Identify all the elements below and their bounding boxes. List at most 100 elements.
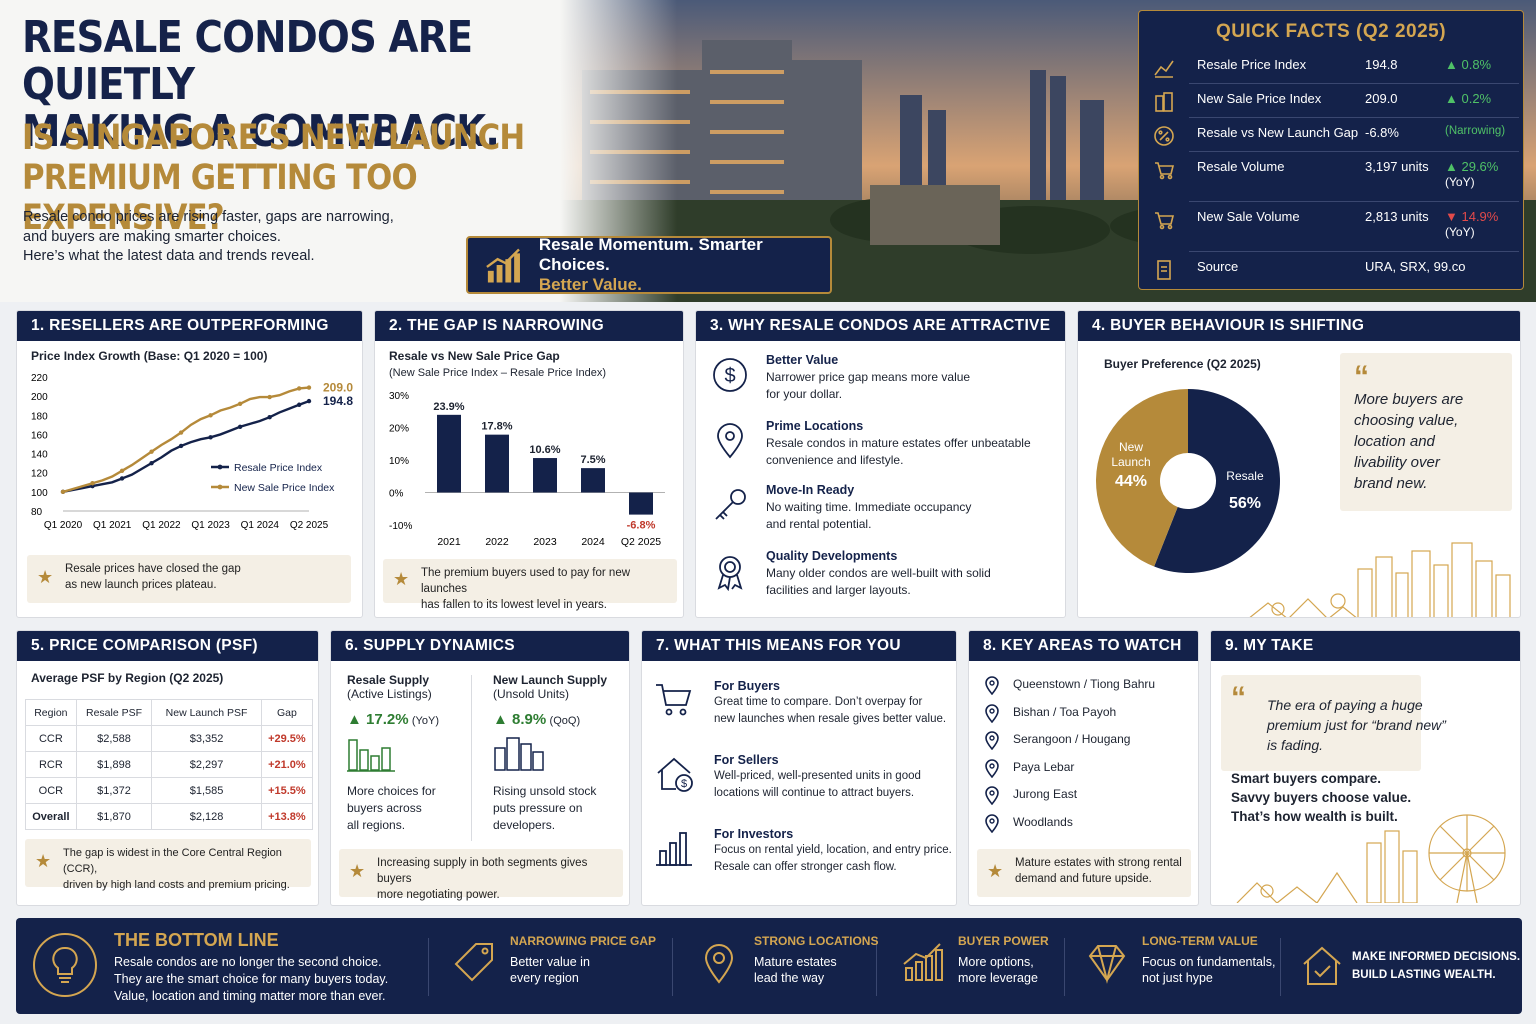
value-point-line: not just hype — [1142, 971, 1213, 985]
lightbulb-icon — [33, 933, 97, 997]
supply-unit: (YoY) — [411, 715, 439, 727]
data-point — [296, 386, 302, 391]
main-title: RESALE CONDOS ARE QUIETLY MAKING A COMEBA… — [22, 14, 585, 155]
intro-line: Here’s what the latest data and trends r… — [23, 248, 315, 264]
table-cell: +21.0% — [260, 751, 314, 778]
supply-text: buyers across — [347, 801, 422, 815]
advice-heading: For Investors — [714, 827, 794, 841]
bar-value-label: 23.9% — [433, 401, 464, 413]
diamond-icon — [1084, 940, 1130, 991]
table-header: New Launch PSF — [151, 699, 262, 726]
quick-fact-change: (Narrowing) — [1445, 125, 1506, 137]
panel-buyer-behaviour: 4. BUYER BEHAVIOUR IS SHIFTING Buyer Pre… — [1077, 310, 1521, 618]
slice-new-launch — [1096, 389, 1188, 567]
panel-title: 1. RESELLERS ARE OUTPERFORMING — [17, 311, 362, 341]
skyline-illustration — [1249, 542, 1511, 617]
title-line-2: MAKING A COMEBACK. — [22, 106, 500, 157]
data-point — [119, 468, 125, 473]
table-row: CCR $2,588 $3,352 +29.5% — [25, 725, 314, 752]
panel-title: 6. SUPPLY DYNAMICS — [331, 631, 629, 661]
slice-label: Launch — [1111, 455, 1150, 469]
data-point — [237, 401, 243, 406]
bar-value-label: 7.5% — [580, 454, 605, 466]
slice-resale — [1154, 389, 1280, 573]
y-tick-label: 0% — [389, 489, 404, 500]
location-pin-icon — [696, 940, 742, 991]
y-tick-label: -10% — [389, 521, 412, 532]
data-point — [178, 443, 184, 449]
data-point — [178, 430, 184, 435]
note-line: Increasing supply in both segments gives… — [377, 857, 588, 885]
bar-value-label: -6.8% — [627, 520, 656, 532]
y-tick-label: 20% — [389, 424, 409, 435]
table-cell: $2,128 — [151, 803, 262, 830]
intro-line: Resale condo prices are rising faster, g… — [23, 209, 394, 225]
insight-note: ★ Increasing supply in both segments give… — [339, 849, 623, 901]
award-ribbon-icon — [710, 551, 750, 596]
badge-line-2: Better Value. — [538, 275, 642, 294]
insight-note: ★ Mature estates with strong rental demand… — [977, 849, 1191, 897]
note-line: demand and future upside. — [1015, 873, 1152, 885]
table-cell: $3,352 — [151, 725, 262, 752]
percent-icon — [1153, 125, 1185, 150]
quick-fact-change: ▼ 14.9% — [1445, 209, 1499, 224]
slice-label: Resale — [1226, 469, 1264, 483]
bottom-line-sentence: Value, location and timing matter more t… — [114, 989, 386, 1003]
quick-facts-title: QUICK FACTS (Q2 2025) — [1215, 21, 1447, 42]
quick-fact-sub: (YoY) — [1445, 175, 1475, 189]
note-line: driven by high land costs and premium pr… — [63, 879, 290, 891]
series-line-resale — [62, 399, 310, 494]
value-point-line: More options, — [958, 955, 1034, 969]
reason-text: convenience and lifestyle. — [766, 453, 904, 467]
area-name: Serangoon / Hougang — [1013, 732, 1131, 747]
table-row: Overall $1,870 $2,128 +13.8% — [25, 803, 314, 830]
star-icon: ★ — [393, 569, 410, 589]
slice-value: 44% — [1115, 473, 1147, 490]
reason-heading: Move-In Ready — [766, 483, 855, 497]
panel-title: 2. THE GAP IS NARROWING — [375, 311, 683, 341]
x-tick-label: 2024 — [581, 536, 605, 548]
quick-fact-label: Resale Price Index — [1197, 57, 1307, 72]
table-row: RCR $1,898 $2,297 +21.0% — [25, 751, 314, 778]
bar-Q2-2025 — [629, 492, 653, 515]
key-icon — [710, 485, 750, 530]
panel-title: 9. MY TAKE — [1211, 631, 1520, 661]
data-point — [306, 385, 312, 390]
reason-text: No waiting time. Immediate occupancy — [766, 500, 972, 514]
hero-section: RESALE CONDOS ARE QUIETLY MAKING A COMEBA… — [0, 0, 1536, 302]
divider — [1189, 151, 1519, 152]
quote-line: The era of paying a huge — [1267, 697, 1423, 713]
reason-heading: Prime Locations — [766, 419, 864, 433]
table-cell: $2,297 — [151, 751, 262, 778]
data-point — [119, 476, 125, 481]
title-line-1: RESALE CONDOS ARE QUIETLY — [22, 12, 473, 110]
x-tick-label: Q1 2020 — [44, 520, 83, 531]
legend-label: Resale Price Index — [234, 462, 323, 474]
y-tick-label: 120 — [31, 469, 48, 480]
data-point — [149, 460, 154, 466]
table-cell: $2,588 — [75, 725, 153, 752]
value-point-text: Better value in every region — [510, 954, 656, 986]
chart-title: Buyer Preference (Q2 2025) — [1104, 357, 1261, 371]
supply-heading: Resale Supply — [347, 673, 430, 687]
panel-title: 7. WHAT THIS MEANS FOR YOU — [642, 631, 956, 661]
panel-title: 5. PRICE COMPARISON (PSF) — [17, 631, 318, 661]
advice-text: new launches when resale gives better va… — [714, 713, 947, 725]
bar-2024 — [581, 468, 605, 493]
panel-what-this-means: 7. WHAT THIS MEANS FOR YOU For Buyers Gre… — [641, 630, 957, 906]
panel-supply-dynamics: 6. SUPPLY DYNAMICS Resale Supply (Active… — [330, 630, 630, 906]
value-point-line: Mature estates — [754, 955, 837, 969]
new-launch-supply: New Launch Supply (Unsold Units) ▲ 8.9% … — [493, 673, 625, 834]
x-tick-label: 2023 — [533, 536, 557, 548]
advice-heading: For Buyers — [714, 679, 780, 693]
insight-note: ★ The gap is widest in the Core Central R… — [25, 839, 311, 891]
supply-heading: New Launch Supply — [493, 673, 608, 687]
advice-text: Resale can offer stronger cash flow. — [714, 861, 897, 873]
subtitle-line-1: IS SINGAPORE’S NEW LAUNCH — [22, 118, 525, 158]
value-point: NARROWING PRICE GAP Better value in every … — [510, 934, 656, 986]
value-point-text: Mature estates lead the way — [754, 954, 878, 986]
data-point — [267, 415, 272, 420]
house-dollar-icon: $ — [654, 753, 696, 800]
quick-fact-row: Resale Volume 3,197 units ▲ 29.6% (YoY) — [1153, 159, 1515, 189]
